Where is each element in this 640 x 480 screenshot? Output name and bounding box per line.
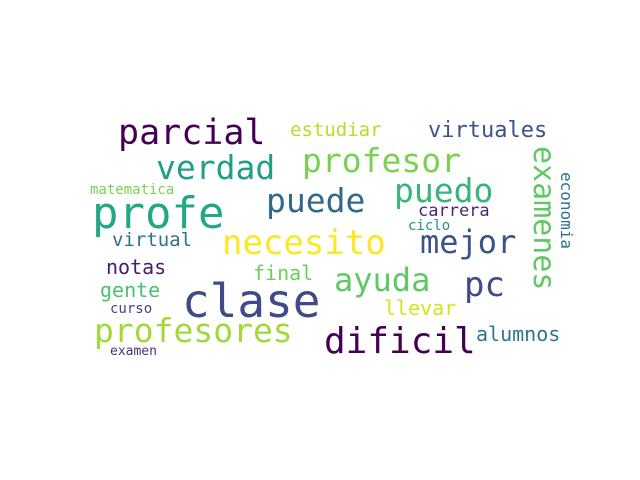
word-ciclo: ciclo — [408, 218, 451, 234]
word-virtuales: virtuales — [428, 118, 548, 143]
word-profe: profe — [92, 188, 225, 239]
word-notas: notas — [106, 255, 167, 279]
word-ayuda: ayuda — [334, 261, 431, 299]
word-economia: economia — [557, 172, 576, 250]
word-llevar: llevar — [384, 296, 457, 320]
word-dificil: dificil — [324, 321, 476, 362]
word-puede: puede — [266, 181, 366, 220]
word-parcial: parcial — [118, 113, 266, 153]
word-examen: examen — [110, 344, 157, 359]
word-virtual: virtual — [112, 229, 193, 251]
word-verdad: verdad — [156, 148, 276, 187]
word-gente: gente — [100, 278, 161, 302]
word-examenes: examenes — [526, 146, 561, 291]
word-final: final — [253, 261, 314, 285]
word-puedo: puedo — [394, 171, 494, 210]
word-mejor: mejor — [420, 223, 517, 261]
word-matematica: matematica — [90, 182, 175, 198]
word-profesor: profesor — [302, 141, 461, 180]
word-necesito: necesito — [222, 223, 386, 263]
word-pc: pc — [464, 265, 505, 305]
word-curso: curso — [110, 301, 153, 317]
word-clase: clase — [182, 274, 321, 328]
word-estudiar: estudiar — [290, 119, 382, 141]
word-alumnos: alumnos — [476, 322, 561, 346]
word-profesores: profesores — [94, 311, 293, 350]
word-carrera: carrera — [418, 201, 490, 221]
